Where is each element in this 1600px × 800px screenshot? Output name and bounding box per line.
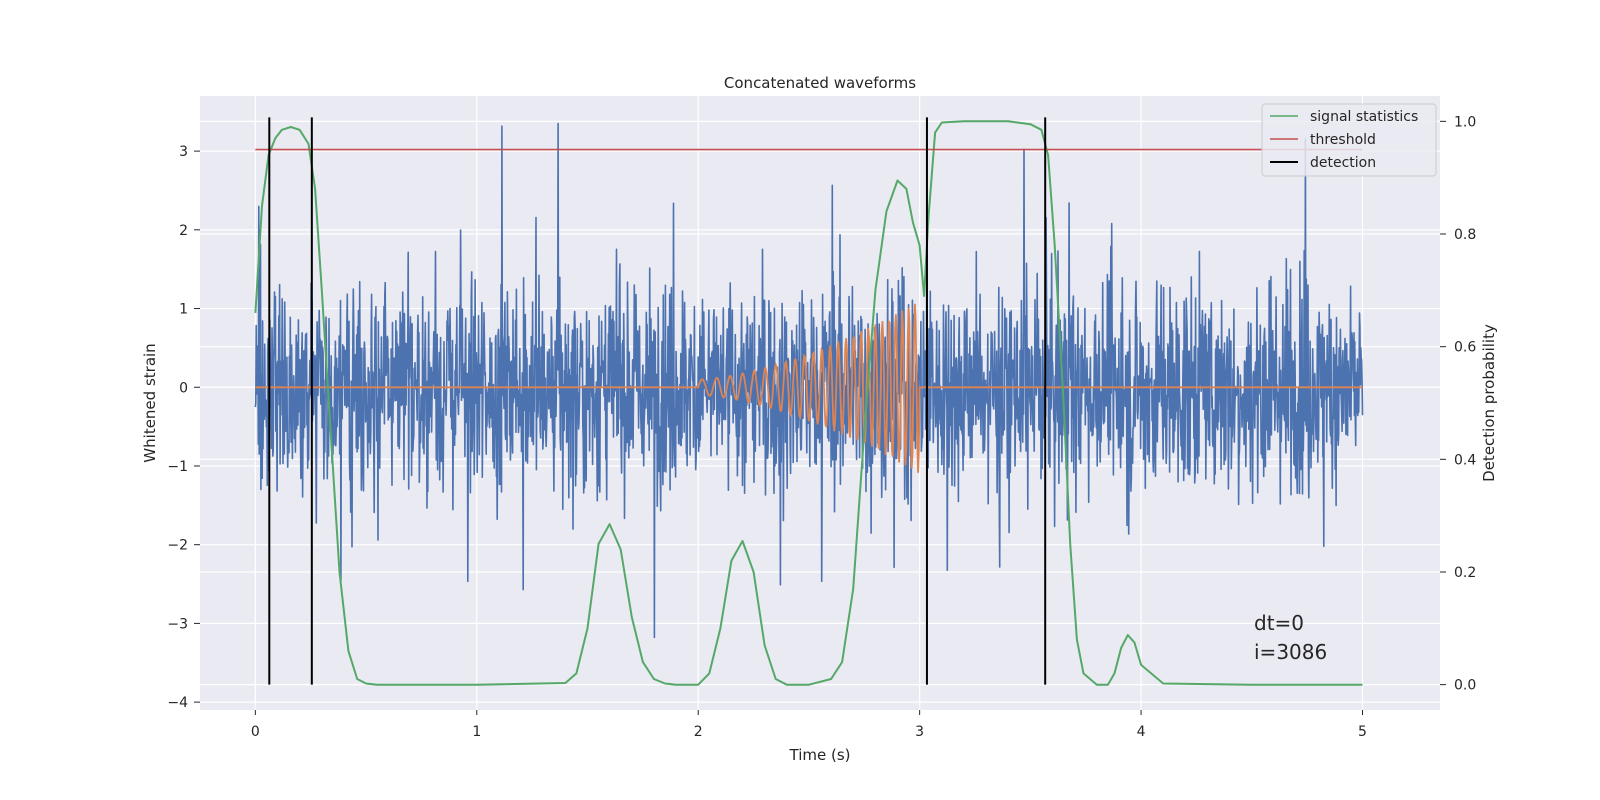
y2-axis-label: Detection probability bbox=[1480, 324, 1498, 482]
x-tick-label: 0 bbox=[251, 724, 260, 740]
x-tick-label: 1 bbox=[472, 724, 481, 740]
signal-statistics-series bbox=[254, 120, 1363, 686]
y-tick-label: −4 bbox=[167, 695, 188, 711]
x-tick-label: 3 bbox=[915, 724, 924, 740]
legend-box bbox=[1261, 103, 1437, 177]
y2-tick-label: 0.8 bbox=[1454, 227, 1476, 243]
y-tick-label: 2 bbox=[179, 223, 188, 239]
y2-tick-label: 0.4 bbox=[1454, 452, 1476, 468]
y2-tick-label: 0.6 bbox=[1454, 340, 1476, 356]
x-axis-label: Time (s) bbox=[789, 746, 851, 764]
legend-label-threshold: threshold bbox=[1310, 132, 1376, 148]
y-axis-left: −4 −3 −2 −1 0 1 2 3 bbox=[167, 144, 200, 711]
legend: signal statistics threshold detection bbox=[1261, 103, 1437, 177]
y-tick-label: −1 bbox=[167, 459, 188, 475]
y2-tick-label: 0.2 bbox=[1454, 565, 1476, 581]
y2-tick-label: 1.0 bbox=[1454, 114, 1476, 130]
strain-series bbox=[254, 122, 1364, 639]
template-series bbox=[255, 303, 1363, 473]
x-tick-label: 5 bbox=[1358, 724, 1367, 740]
x-tick-label: 2 bbox=[694, 724, 703, 740]
x-tick-label: 4 bbox=[1137, 724, 1146, 740]
y2-tick-label: 0.0 bbox=[1454, 678, 1476, 694]
annotation: dt=0 i=3086 bbox=[1254, 611, 1327, 664]
annotation-dt: dt=0 bbox=[1254, 611, 1304, 635]
legend-label-detection: detection bbox=[1310, 155, 1376, 171]
y-axis-label: Whitened strain bbox=[141, 343, 159, 462]
y-tick-label: −3 bbox=[167, 616, 188, 632]
y-axis-right: 0.0 0.2 0.4 0.6 0.8 1.0 bbox=[1440, 114, 1476, 694]
series-layer bbox=[254, 117, 1364, 686]
y-tick-label: 0 bbox=[179, 380, 188, 396]
y-tick-label: 1 bbox=[179, 302, 188, 318]
x-axis: 0 1 2 3 4 5 bbox=[251, 710, 1367, 740]
y-tick-label: −2 bbox=[167, 538, 188, 554]
annotation-i: i=3086 bbox=[1254, 640, 1327, 664]
y-tick-label: 3 bbox=[179, 144, 188, 160]
legend-label-signal-statistics: signal statistics bbox=[1310, 109, 1418, 125]
chart-title: Concatenated waveforms bbox=[724, 74, 916, 92]
